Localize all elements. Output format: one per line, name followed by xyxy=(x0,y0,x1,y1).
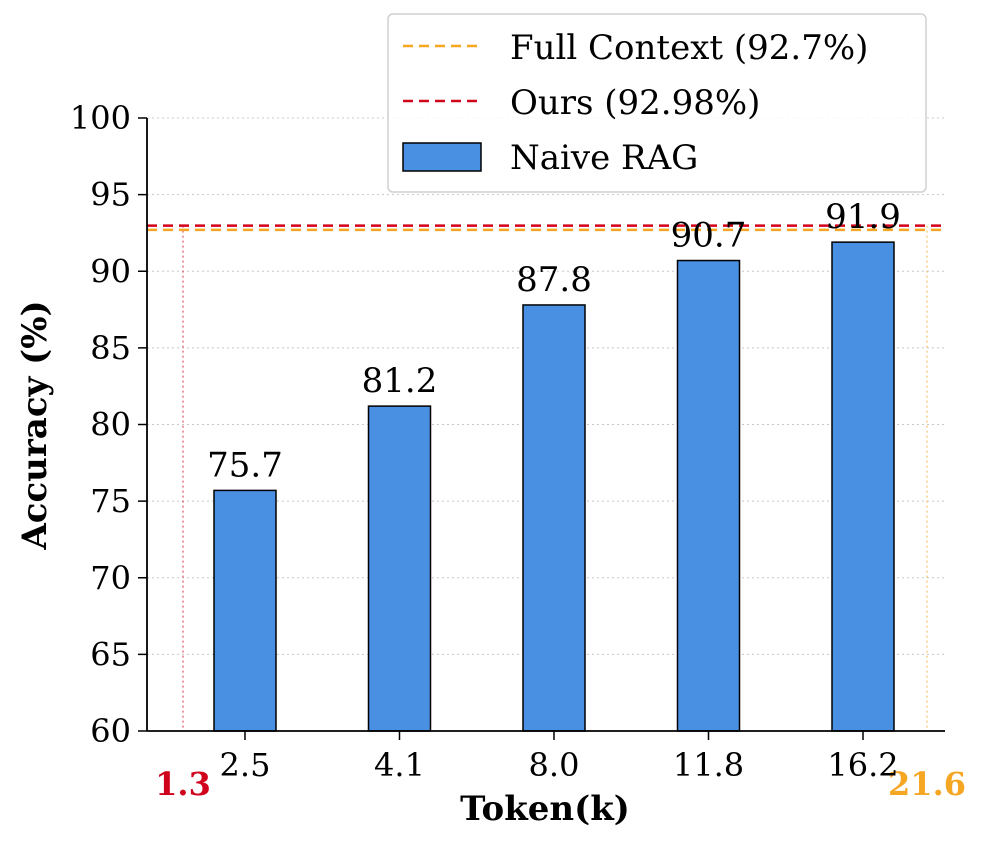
bar-value-label: 75.7 xyxy=(207,445,283,485)
data-label-layer: 75.7 81.2 87.8 90.7 91.9 xyxy=(207,197,901,485)
bar-layer xyxy=(213,241,895,732)
bar-value-label: 87.8 xyxy=(516,260,592,300)
y-tick-label: 60 xyxy=(90,712,131,750)
y-tick-label: 65 xyxy=(90,635,131,673)
bar-value-label: 90.7 xyxy=(671,216,747,256)
reference-line-layer xyxy=(147,224,945,232)
token-marker-layer: 1.3 21.6 xyxy=(155,225,966,803)
x-tick-label: 8.0 xyxy=(529,746,580,784)
bar xyxy=(831,241,895,732)
legend-box xyxy=(387,13,927,193)
bar xyxy=(213,489,277,732)
legend: Full Context (92.7%) Ours (92.98%) Naive… xyxy=(387,13,927,193)
y-tick-label: 85 xyxy=(90,329,131,367)
token-marker-label: 1.3 xyxy=(155,765,211,803)
y-axis-label: Accuracy (%) xyxy=(15,300,55,550)
x-axis-label: Token(k) xyxy=(460,789,630,829)
bar xyxy=(367,405,432,732)
y-tick-label: 75 xyxy=(90,482,131,520)
token-marker-label: 21.6 xyxy=(888,765,966,803)
bar-value-label: 91.9 xyxy=(825,197,901,237)
y-tick-label: 90 xyxy=(90,252,131,290)
bar xyxy=(522,304,586,732)
legend-naive-rag-label: Naive RAG xyxy=(510,138,698,178)
x-tick-label: 11.8 xyxy=(673,746,744,784)
y-tick-label: 100 xyxy=(70,99,131,137)
bar-value-label: 81.2 xyxy=(362,361,438,401)
x-tick-label: 4.1 xyxy=(374,746,425,784)
bar xyxy=(676,259,741,732)
legend-full-context-label: Full Context (92.7%) xyxy=(510,28,868,68)
y-tick-label: 70 xyxy=(90,559,131,597)
legend-naive-rag-swatch xyxy=(402,142,482,172)
y-tick-label: 80 xyxy=(90,406,131,444)
x-tick-label: 2.5 xyxy=(220,746,271,784)
y-tick-label: 95 xyxy=(90,176,131,214)
x-tick-label: 16.2 xyxy=(827,746,898,784)
legend-ours-label: Ours (92.98%) xyxy=(510,83,760,123)
tick-layer: 60 65 70 75 80 85 90 95 100 2.5 4.1 8.0 11.8 16.2 xyxy=(70,99,899,784)
